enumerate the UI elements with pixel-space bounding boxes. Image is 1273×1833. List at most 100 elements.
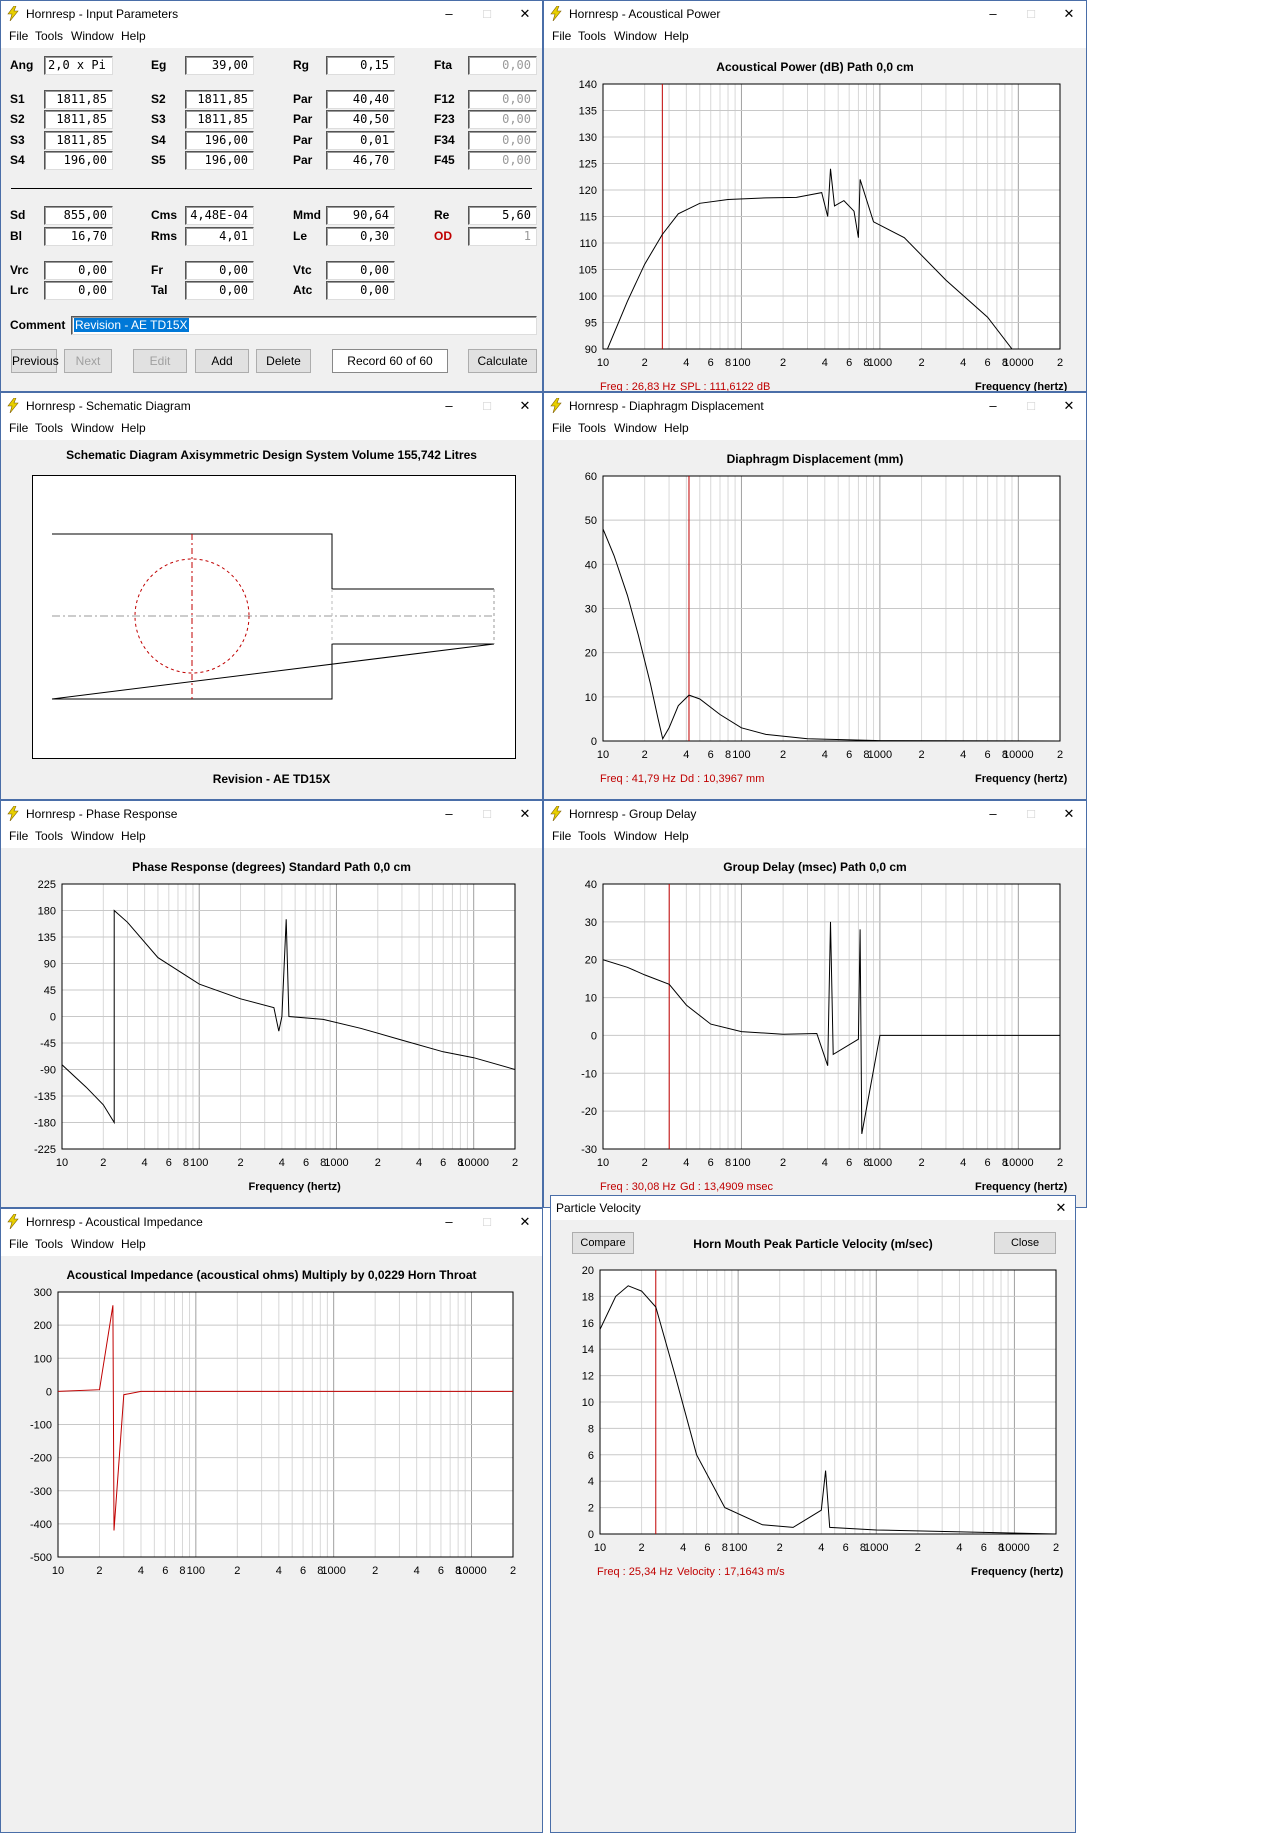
x-tick-label: 10 xyxy=(52,1565,64,1577)
maximize-button[interactable]: □ xyxy=(1027,398,1035,413)
re-field[interactable]: 5,60 xyxy=(468,206,537,225)
s4-field[interactable]: 196,00 xyxy=(44,151,113,170)
menu-tools[interactable]: Tools xyxy=(35,29,64,43)
next-button[interactable]: Next xyxy=(64,349,112,373)
menu-tools[interactable]: Tools xyxy=(35,829,64,843)
delete-button[interactable]: Delete xyxy=(256,349,311,373)
x-tick-label: 2 xyxy=(100,1157,106,1169)
minimize-button[interactable]: – xyxy=(989,6,997,21)
f23-field[interactable]: 0,00 xyxy=(468,110,537,129)
mmd-field[interactable]: 90,64 xyxy=(326,206,395,225)
rms-field[interactable]: 4,01 xyxy=(185,227,254,246)
menu-tools[interactable]: Tools xyxy=(578,829,607,843)
menu-window[interactable]: Window xyxy=(71,829,114,843)
edit-button[interactable]: Edit xyxy=(133,349,187,373)
menu-file[interactable]: File xyxy=(9,1237,29,1251)
maximize-button[interactable]: □ xyxy=(1027,6,1035,21)
menu-tools[interactable]: Tools xyxy=(578,29,607,43)
par3-field[interactable]: 0,01 xyxy=(326,131,395,150)
s2-field[interactable]: 1811,85 xyxy=(44,110,113,129)
close-button[interactable]: ✕ xyxy=(519,1214,531,1229)
minimize-button[interactable]: – xyxy=(989,806,997,821)
menu-tools[interactable]: Tools xyxy=(35,1237,64,1251)
menu-help[interactable]: Help xyxy=(121,1237,146,1251)
menu-tools[interactable]: Tools xyxy=(35,421,64,435)
minimize-button[interactable]: – xyxy=(445,398,453,413)
rg-field[interactable]: 0,15 xyxy=(326,56,395,75)
menu-file[interactable]: File xyxy=(9,29,29,43)
f12-field[interactable]: 0,00 xyxy=(468,90,537,109)
compare-button[interactable]: Compare xyxy=(572,1232,634,1254)
s3b-field[interactable]: 1811,85 xyxy=(185,110,254,129)
menu-help[interactable]: Help xyxy=(121,29,146,43)
s5-field[interactable]: 196,00 xyxy=(185,151,254,170)
par2-field[interactable]: 40,50 xyxy=(326,110,395,129)
menu-file[interactable]: File xyxy=(552,29,572,43)
vtc-field[interactable]: 0,00 xyxy=(326,261,395,280)
x-tick-label: 1000 xyxy=(868,357,892,369)
x-tick-label: 8 xyxy=(1002,357,1008,369)
lrc-field[interactable]: 0,00 xyxy=(44,281,113,300)
eg-field[interactable]: 39,00 xyxy=(185,56,254,75)
par4-field[interactable]: 46,70 xyxy=(326,151,395,170)
menu-window[interactable]: Window xyxy=(614,421,657,435)
minimize-button[interactable]: – xyxy=(989,398,997,413)
tal-field[interactable]: 0,00 xyxy=(185,281,254,300)
s2b-field[interactable]: 1811,85 xyxy=(185,90,254,109)
menu-window[interactable]: Window xyxy=(614,29,657,43)
menu-help[interactable]: Help xyxy=(121,829,146,843)
menu-bar: File Tools Window Help xyxy=(1,27,542,48)
previous-button[interactable]: Previous xyxy=(11,349,59,373)
bl-field[interactable]: 16,70 xyxy=(44,227,113,246)
atc-field[interactable]: 0,00 xyxy=(326,281,395,300)
comment-field[interactable]: Revision - AE TD15X xyxy=(71,316,537,335)
maximize-button[interactable]: □ xyxy=(483,1214,491,1229)
close-button[interactable]: ✕ xyxy=(1055,1200,1067,1215)
menu-file[interactable]: File xyxy=(9,829,29,843)
menu-help[interactable]: Help xyxy=(664,29,689,43)
add-button[interactable]: Add xyxy=(195,349,249,373)
menu-help[interactable]: Help xyxy=(664,421,689,435)
menu-file[interactable]: File xyxy=(9,421,29,435)
minimize-button[interactable]: – xyxy=(445,1214,453,1229)
close-button[interactable]: ✕ xyxy=(1063,398,1075,413)
le-field[interactable]: 0,30 xyxy=(326,227,395,246)
ang-field[interactable]: 2,0 x Pi xyxy=(44,56,113,75)
calculate-button[interactable]: Calculate xyxy=(468,349,537,373)
x-tick-label: 10000 xyxy=(1003,749,1034,761)
f45-field[interactable]: 0,00 xyxy=(468,151,537,170)
menu-file[interactable]: File xyxy=(552,829,572,843)
maximize-button[interactable]: □ xyxy=(1027,806,1035,821)
minimize-button[interactable]: – xyxy=(445,6,453,21)
menu-tools[interactable]: Tools xyxy=(578,421,607,435)
minimize-button[interactable]: – xyxy=(445,806,453,821)
f34-field[interactable]: 0,00 xyxy=(468,131,537,150)
sd-field[interactable]: 855,00 xyxy=(44,206,113,225)
maximize-button[interactable]: □ xyxy=(483,806,491,821)
menu-window[interactable]: Window xyxy=(71,1237,114,1251)
close-button[interactable]: ✕ xyxy=(1063,6,1075,21)
s4b-field[interactable]: 196,00 xyxy=(185,131,254,150)
fr-field[interactable]: 0,00 xyxy=(185,261,254,280)
menu-help[interactable]: Help xyxy=(121,421,146,435)
menu-window[interactable]: Window xyxy=(71,29,114,43)
menu-window[interactable]: Window xyxy=(71,421,114,435)
vrc-field[interactable]: 0,00 xyxy=(44,261,113,280)
close-button[interactable]: ✕ xyxy=(1063,806,1075,821)
menu-help[interactable]: Help xyxy=(664,829,689,843)
od-field[interactable]: 1 xyxy=(468,227,537,246)
close-button[interactable]: ✕ xyxy=(519,806,531,821)
s3-field[interactable]: 1811,85 xyxy=(44,131,113,150)
par1-field[interactable]: 40,40 xyxy=(326,90,395,109)
s1-field[interactable]: 1811,85 xyxy=(44,90,113,109)
fta-field[interactable]: 0,00 xyxy=(468,56,537,75)
menu-file[interactable]: File xyxy=(552,421,572,435)
maximize-button[interactable]: □ xyxy=(483,6,491,21)
y-tick-label: 0 xyxy=(50,1012,56,1024)
close-button[interactable]: ✕ xyxy=(519,6,531,21)
maximize-button[interactable]: □ xyxy=(483,398,491,413)
close-button[interactable]: ✕ xyxy=(519,398,531,413)
cms-field[interactable]: 4,48E-04 xyxy=(185,206,254,225)
close-dialog-button[interactable]: Close xyxy=(994,1232,1056,1254)
menu-window[interactable]: Window xyxy=(614,829,657,843)
